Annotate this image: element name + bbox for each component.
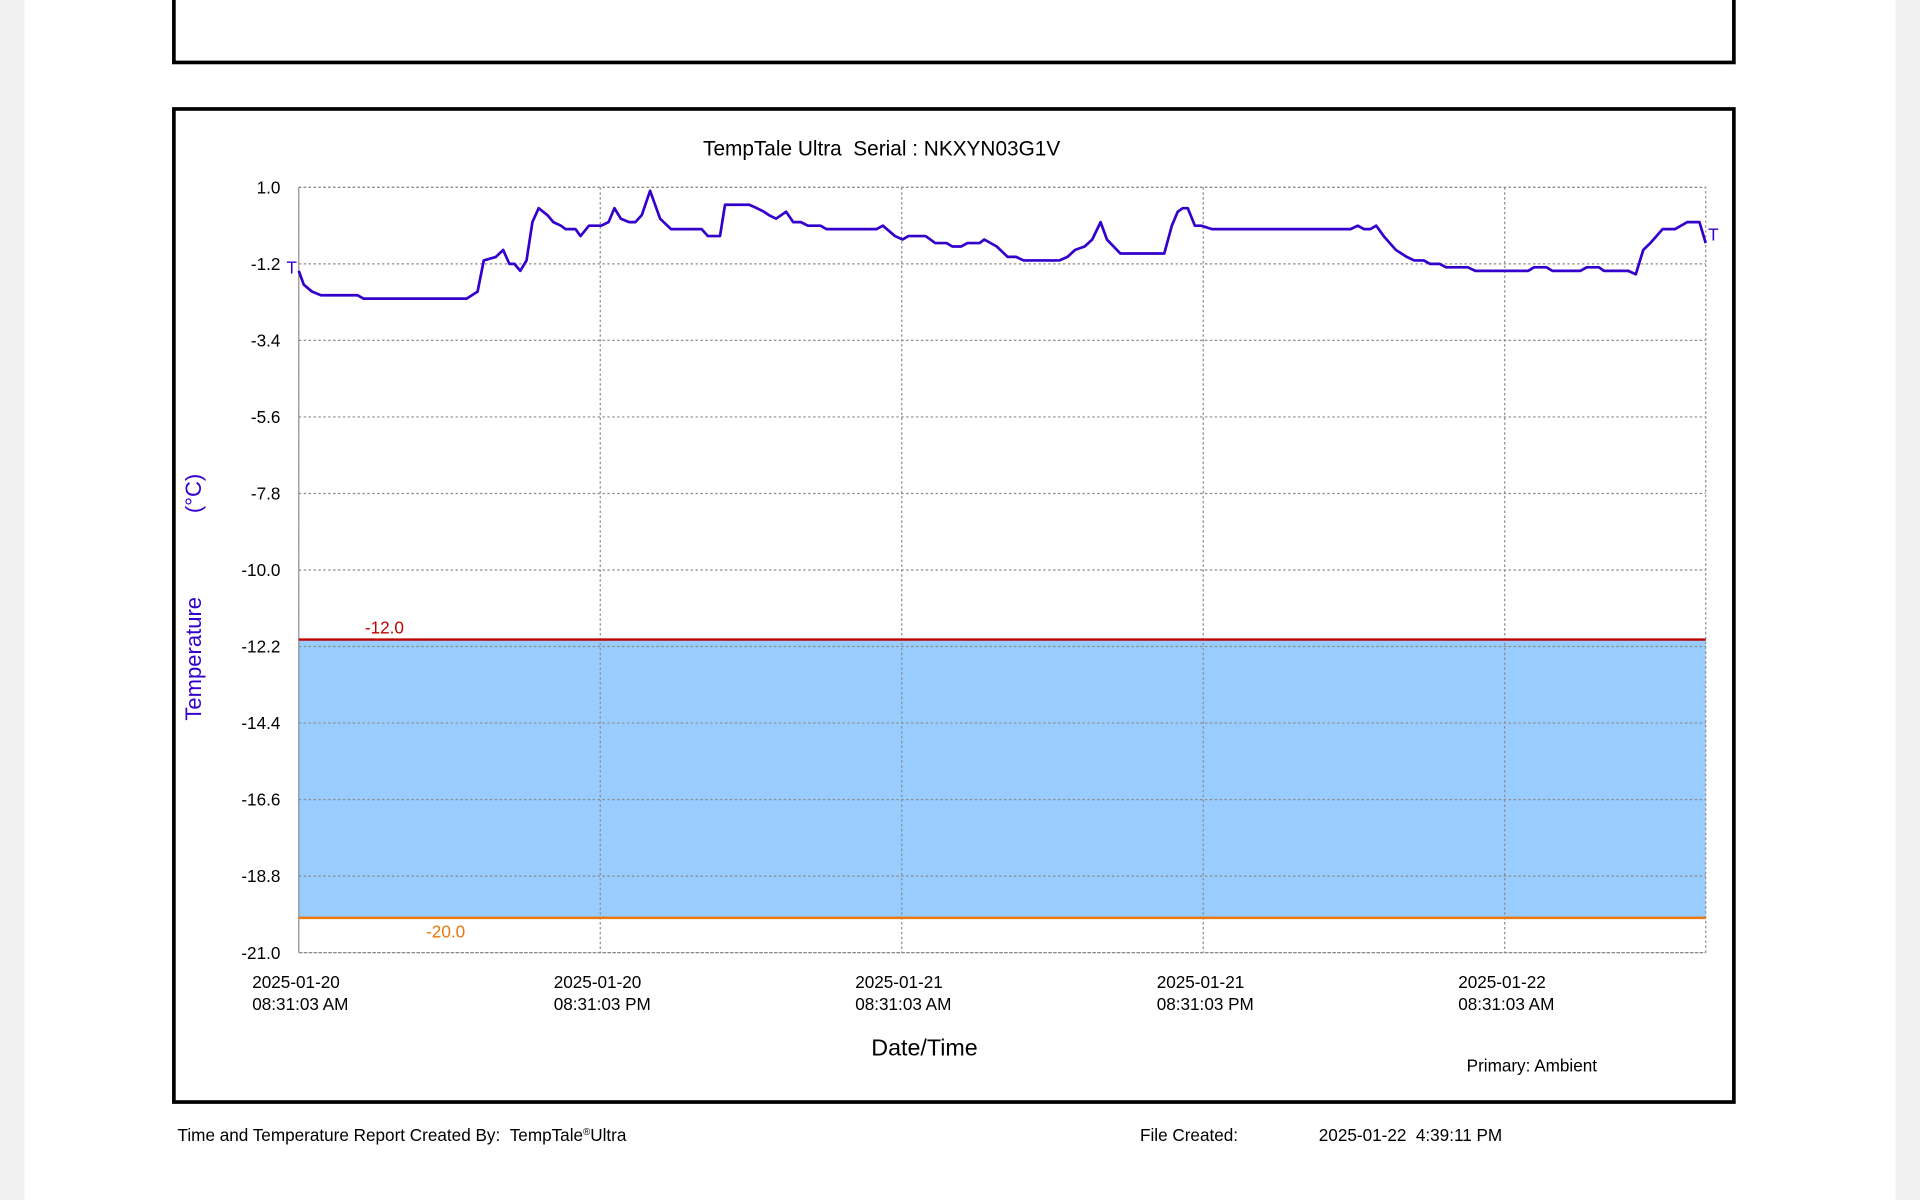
y-tick-label: -3.4: [251, 331, 281, 351]
y-tick-label: -14.4: [241, 713, 281, 733]
y-axis-title: Temperature: [181, 597, 206, 721]
plot: 1.0 -1.2 -3.4 -5.6 -7.8 -10.0 -12.2 -14.4 -16.6 -…: [241, 177, 1719, 1014]
y-tick-label: -21.0: [241, 943, 280, 963]
x-tick-label: 08:31:03 PM: [554, 994, 651, 1014]
y-tick-label: -16.6: [241, 790, 280, 810]
temperature-line: [297, 189, 1708, 300]
y-tick-label: -5.6: [251, 407, 281, 427]
created-by: Time and Temperature Report Created By:: [178, 1125, 510, 1145]
y-tick-label: -12.2: [241, 637, 280, 657]
product: TempTale: [510, 1125, 583, 1145]
y-axis-unit: (°C): [181, 474, 206, 513]
x-tick-label: 2025-01-22: [1458, 972, 1546, 992]
x-tick-label: 2025-01-20: [252, 972, 340, 992]
limit-label: -20.0: [426, 921, 465, 941]
x-axis-title: Date/Time: [871, 1035, 977, 1061]
y-tick-label: -1.2: [251, 254, 281, 274]
y-tick-label: -7.8: [251, 484, 281, 504]
y-tick-label: -10.0: [241, 560, 280, 580]
previous-panel: [172, 0, 1736, 65]
x-tick-label: 08:31:03 AM: [855, 994, 951, 1014]
x-tick-label: 08:31:03 AM: [1458, 994, 1554, 1014]
registered: ®: [583, 1127, 591, 1138]
end-marker: T: [1708, 225, 1719, 245]
limit-band: [298, 639, 1706, 918]
x-tick-label: 08:31:03 AM: [252, 994, 348, 1014]
file-created-label: File Created:: [1140, 1125, 1238, 1145]
y-tick-label: -18.8: [241, 866, 280, 886]
chart-panel: [172, 107, 1736, 1104]
limit-label: -12.0: [365, 617, 404, 637]
product-suffix: Ultra: [590, 1125, 627, 1145]
x-tick-label: 2025-01-21: [1157, 972, 1245, 992]
chart-title: TempTale Ultra Serial : NKXYN03G1V: [703, 138, 1060, 161]
y-tick-label: 1.0: [257, 177, 281, 197]
x-tick-label: 2025-01-21: [855, 972, 943, 992]
file-created: 2025-01-22 4:39:11 PM: [1319, 1125, 1502, 1145]
x-tick-label: 08:31:03 PM: [1157, 994, 1254, 1014]
x-tick-label: 2025-01-20: [554, 972, 642, 992]
footer-created-by: Time and Temperature Report Created By: …: [178, 1125, 627, 1145]
start-marker: T: [287, 257, 298, 277]
legend: Primary: Ambient: [1467, 1055, 1598, 1075]
